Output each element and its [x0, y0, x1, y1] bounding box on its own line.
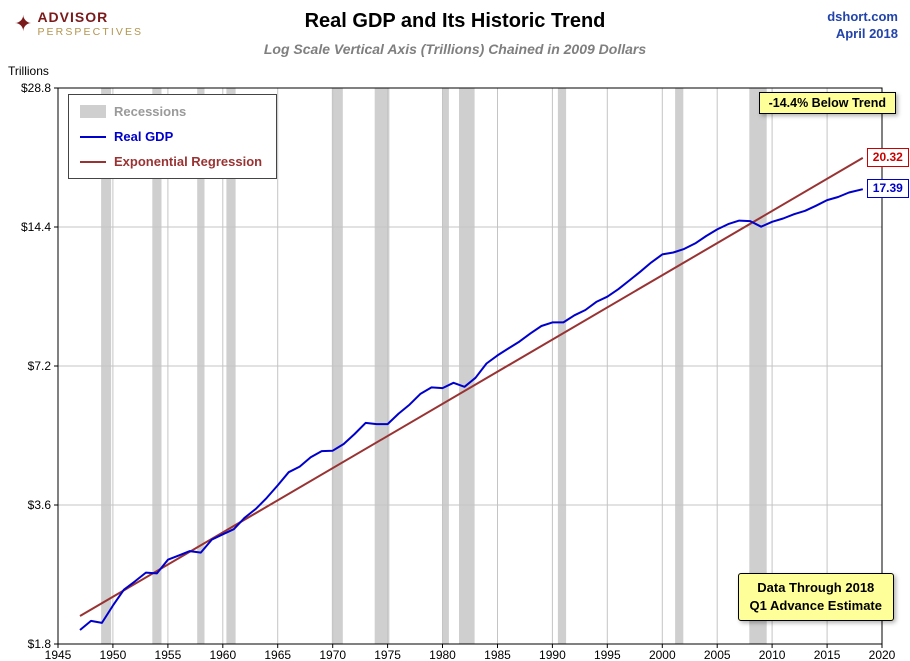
- svg-text:1980: 1980: [429, 648, 456, 661]
- svg-text:1945: 1945: [45, 648, 72, 661]
- svg-text:2015: 2015: [814, 648, 841, 661]
- chart-legend: Recessions Real GDP Exponential Regressi…: [68, 94, 278, 179]
- svg-text:$28.8: $28.8: [21, 81, 51, 95]
- recession-band-swatch: [80, 105, 106, 118]
- page-title: Real GDP and Its Historic Trend: [304, 10, 606, 32]
- svg-text:$3.6: $3.6: [28, 498, 52, 512]
- svg-text:1955: 1955: [155, 648, 182, 661]
- regression-line-swatch: [80, 160, 106, 163]
- y-axis: $1.8 $3.6 $7.2 $14.4 $28.8: [21, 81, 58, 651]
- data-through-line2: Q1 Advance Estimate: [749, 598, 882, 613]
- legend-item-recessions: Recessions: [80, 104, 262, 119]
- svg-text:1975: 1975: [374, 648, 401, 661]
- page-subtitle: Log Scale Vertical Axis (Trillions) Chai…: [263, 41, 647, 57]
- svg-text:$1.8: $1.8: [28, 637, 52, 651]
- logo-perspectives: PERSPECTIVES: [37, 26, 144, 38]
- legend-label-recessions: Recessions: [114, 104, 187, 119]
- regression-value-label: 20.32: [866, 147, 909, 167]
- svg-text:2005: 2005: [704, 648, 731, 661]
- series-line-0: [79, 188, 864, 631]
- legend-item-real-gdp: Real GDP: [80, 129, 262, 144]
- below-trend-annotation: -14.4% Below Trend: [758, 92, 896, 114]
- compass-rose-icon: ✦: [14, 10, 33, 36]
- svg-text:1950: 1950: [100, 648, 127, 661]
- svg-text:1990: 1990: [539, 648, 566, 661]
- data-through-line1: Data Through 2018: [757, 580, 875, 595]
- svg-text:1970: 1970: [319, 648, 346, 661]
- y-axis-unit-label: Trillions: [8, 64, 49, 78]
- x-axis: 1945 1950 1955 1960 1965 1970 1975 1980 1985 1990…: [45, 644, 896, 661]
- logo-text: ADVISOR PERSPECTIVES: [37, 9, 143, 38]
- header-titles: Real GDP and Its Historic Trend Log Scal…: [0, 10, 910, 57]
- gdp-line-swatch: [80, 135, 106, 138]
- svg-text:2000: 2000: [649, 648, 676, 661]
- legend-label-real-gdp: Real GDP: [114, 129, 174, 144]
- source-block: dshort.com April 2018: [827, 8, 898, 42]
- svg-text:1995: 1995: [594, 648, 621, 661]
- data-through-annotation: Data Through 2018 Q1 Advance Estimate: [737, 573, 894, 621]
- gdp-value-label: 17.39: [866, 179, 909, 199]
- svg-text:2010: 2010: [759, 648, 786, 661]
- svg-text:1985: 1985: [484, 648, 511, 661]
- source-date: April 2018: [835, 26, 898, 41]
- source-site: dshort.com: [827, 9, 898, 24]
- legend-label-regression: Exponential Regression: [114, 154, 263, 169]
- advisor-perspectives-logo: ✦ ADVISOR PERSPECTIVES: [14, 9, 143, 38]
- svg-text:$7.2: $7.2: [28, 359, 52, 373]
- svg-text:1965: 1965: [264, 648, 291, 661]
- logo-advisor: ADVISOR: [37, 9, 109, 25]
- svg-text:$14.4: $14.4: [21, 220, 51, 234]
- svg-text:1960: 1960: [209, 648, 236, 661]
- legend-item-regression: Exponential Regression: [80, 154, 262, 169]
- svg-text:2020: 2020: [869, 648, 896, 661]
